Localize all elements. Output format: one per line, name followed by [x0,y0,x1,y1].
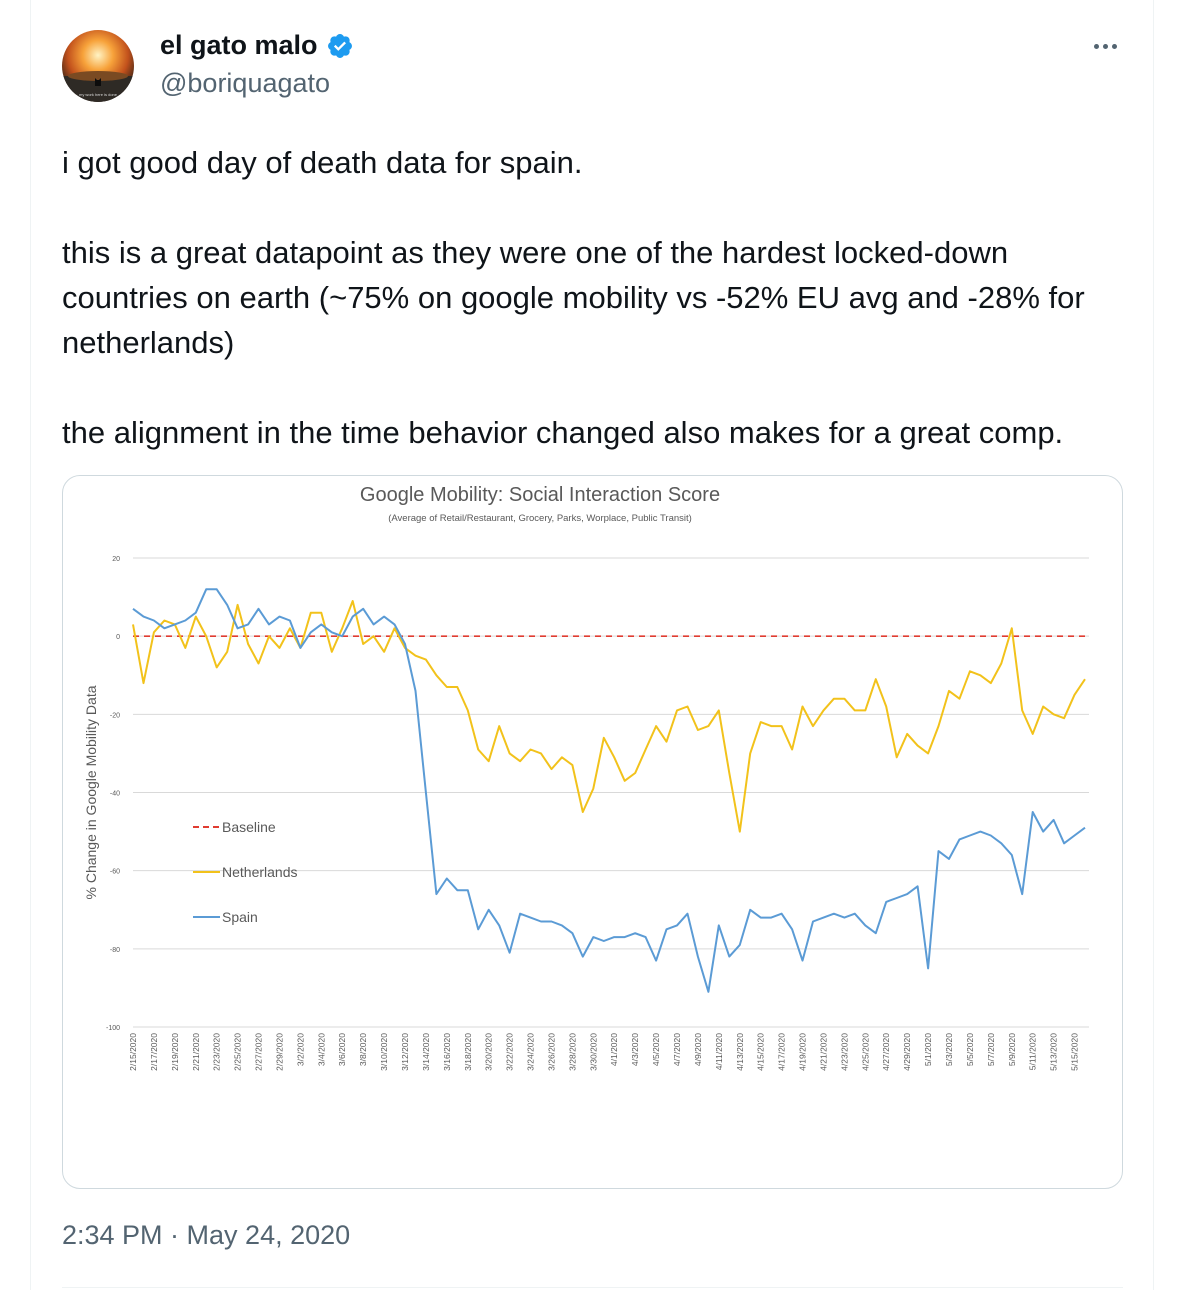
chart-title: Google Mobility: Social Interaction Scor… [360,484,720,506]
x-tick-label: 3/14/2020 [421,1033,431,1071]
x-tick-label: 3/4/2020 [316,1033,326,1066]
y-tick-label: -20 [110,712,120,719]
x-tick-label: 4/21/2020 [818,1033,828,1071]
author-name[interactable]: el gato malo [160,30,354,61]
x-tick-label: 5/3/2020 [944,1033,954,1066]
x-tick-label: 3/26/2020 [546,1033,556,1071]
y-tick-label: -40 [110,791,120,798]
verified-badge-icon [327,33,352,58]
x-tick-label: 4/23/2020 [839,1033,849,1071]
legend-label-spain: Spain [222,909,258,925]
x-tick-label: 3/12/2020 [400,1033,410,1071]
x-tick-label: 3/20/2020 [484,1033,494,1071]
x-tick-label: 3/10/2020 [379,1033,389,1071]
author-handle[interactable]: @boriquagato [160,68,331,98]
chart-subtitle: (Average of Retail/Restaurant, Grocery, … [388,513,692,524]
x-tick-label: 3/28/2020 [567,1033,577,1071]
x-tick-label: 3/24/2020 [526,1033,536,1071]
x-tick-label: 4/19/2020 [798,1033,808,1071]
tweet-paragraph: i got good day of death data for spain. [62,145,583,180]
x-tick-label: 3/22/2020 [505,1033,515,1071]
x-tick-label: 4/11/2020 [714,1033,724,1070]
x-tick-label: 3/18/2020 [463,1033,473,1071]
x-tick-label: 2/19/2020 [170,1033,180,1071]
x-tick-label: 5/5/2020 [965,1033,975,1066]
x-tick-label: 3/16/2020 [442,1033,452,1071]
avatar[interactable]: my work here is done [62,30,134,102]
series-line-netherlands [132,600,1086,833]
x-tick-label: 4/25/2020 [860,1033,870,1071]
x-tick-label: 4/15/2020 [756,1033,766,1071]
y-axis-label: % Change in Google Mobility Data [83,685,99,899]
tweet-text: i got good day of death data for spain. … [62,140,1122,455]
x-tick-label: 4/7/2020 [672,1033,682,1066]
x-tick-label: 5/11/2020 [1028,1033,1038,1070]
x-tick-label: 3/8/2020 [358,1033,368,1066]
x-tick-label: 4/13/2020 [735,1033,745,1071]
x-tick-label: 4/27/2020 [881,1033,891,1071]
x-tick-label: 2/21/2020 [191,1033,201,1071]
x-tick-label: 2/25/2020 [233,1033,243,1071]
y-tick-label: -80 [110,947,120,954]
tweet-card [30,0,1154,1290]
series-line-spain [132,588,1086,993]
y-tick-label: -100 [106,1025,120,1032]
avatar-caption: my work here is done [79,92,118,97]
x-tick-label: 4/5/2020 [651,1033,661,1066]
mobility-chart: Google Mobility: Social Interaction Scor… [83,484,1089,1071]
y-tick-label: 20 [112,556,120,563]
x-tick-label: 5/13/2020 [1049,1033,1059,1071]
x-tick-label: 4/9/2020 [693,1033,703,1066]
avatar-image: my work here is done [62,30,134,102]
tweet-media-chart[interactable]: Google Mobility: Social Interaction Scor… [62,475,1123,1189]
x-tick-label: 2/29/2020 [274,1033,284,1071]
y-tick-label: -60 [110,869,120,876]
x-tick-label: 2/23/2020 [212,1033,222,1071]
x-tick-label: 5/7/2020 [986,1033,996,1066]
x-tick-label: 4/1/2020 [609,1033,619,1066]
more-options-icon[interactable] [1088,32,1122,60]
x-tick-label: 5/9/2020 [1007,1033,1017,1066]
legend-label-netherlands: Netherlands [222,864,298,880]
x-tick-label: 5/1/2020 [923,1033,933,1066]
x-tick-label: 5/15/2020 [1070,1033,1080,1071]
y-tick-label: 0 [116,634,120,641]
tweet-timestamp[interactable]: 2:34 PM · May 24, 2020 [62,1220,351,1250]
x-tick-label: 3/6/2020 [337,1033,347,1066]
x-tick-label: 2/15/2020 [128,1033,138,1071]
x-tick-label: 4/17/2020 [777,1033,787,1071]
tweet-paragraph: this is a great datapoint as they were o… [62,235,1085,360]
legend-label-baseline: Baseline [222,819,276,835]
x-tick-label: 4/29/2020 [902,1033,912,1071]
x-tick-label: 2/17/2020 [149,1033,159,1071]
x-tick-label: 3/30/2020 [588,1033,598,1071]
x-tick-label: 3/2/2020 [295,1033,305,1066]
author-name-text[interactable]: el gato malo [160,30,318,60]
divider [62,1287,1123,1288]
x-tick-label: 4/3/2020 [630,1033,640,1066]
x-tick-label: 2/27/2020 [254,1033,264,1071]
tweet-paragraph: the alignment in the time behavior chang… [62,415,1064,450]
